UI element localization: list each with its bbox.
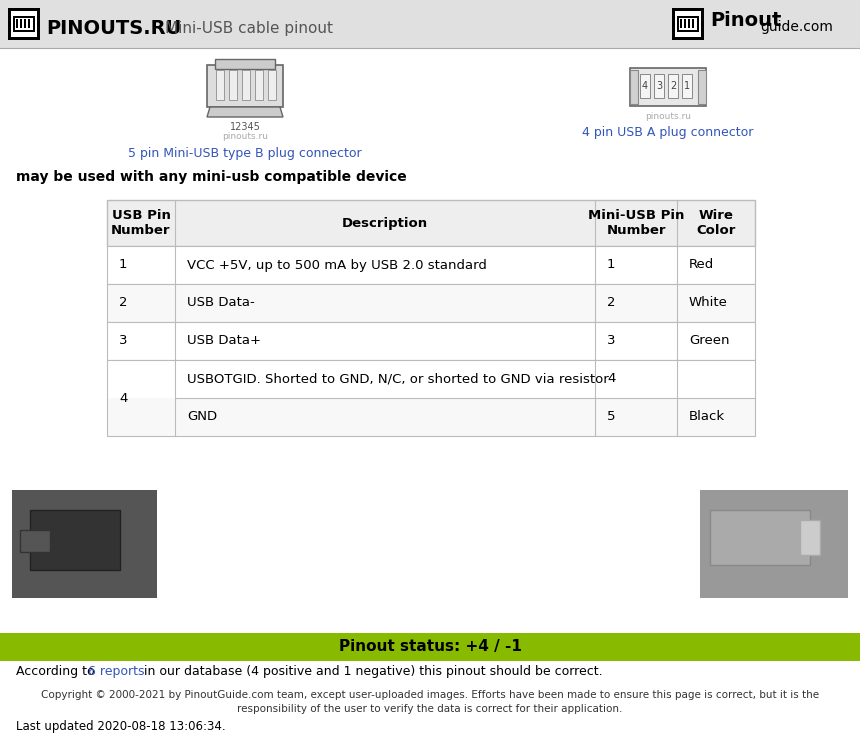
Bar <box>242 70 250 100</box>
Bar <box>630 70 638 104</box>
Text: USB Data-: USB Data- <box>187 297 255 310</box>
Bar <box>680 19 682 28</box>
Text: Mini-USB cable pinout: Mini-USB cable pinout <box>165 21 333 36</box>
Text: Green: Green <box>689 335 729 347</box>
Bar <box>24 19 26 28</box>
Bar <box>12 490 157 598</box>
Bar <box>15 18 33 30</box>
Text: Black: Black <box>689 411 725 423</box>
Bar <box>692 19 694 28</box>
Text: guide.com: guide.com <box>760 20 832 34</box>
Text: 2: 2 <box>670 81 676 91</box>
Text: pinouts.ru: pinouts.ru <box>645 112 691 121</box>
Text: 3: 3 <box>607 335 616 347</box>
Bar <box>107 322 755 360</box>
Bar <box>8 8 40 40</box>
Bar <box>107 200 755 246</box>
Text: 12345: 12345 <box>230 122 261 132</box>
Bar <box>216 70 224 100</box>
Polygon shape <box>207 107 283 117</box>
Text: responsibility of the user to verify the data is correct for their application.: responsibility of the user to verify the… <box>237 704 623 714</box>
Text: Pinout: Pinout <box>710 10 782 30</box>
Text: Red: Red <box>689 258 715 272</box>
Text: USBOTGID. Shorted to GND, N/C, or shorted to GND via resistor: USBOTGID. Shorted to GND, N/C, or shorte… <box>187 373 609 385</box>
Bar <box>13 16 35 32</box>
Text: Copyright © 2000-2021 by PinoutGuide.com team, except user-uploaded images. Effo: Copyright © 2000-2021 by PinoutGuide.com… <box>41 690 819 700</box>
Text: 1: 1 <box>607 258 616 272</box>
Text: in our database (4 positive and 1 negative) this pinout should be correct.: in our database (4 positive and 1 negati… <box>140 665 603 678</box>
Bar <box>107 360 755 436</box>
Bar <box>668 74 678 98</box>
Bar <box>675 11 701 37</box>
Bar <box>12 490 157 598</box>
Bar <box>215 59 275 69</box>
Bar <box>672 8 704 40</box>
Bar <box>800 520 820 555</box>
Text: 3: 3 <box>656 81 662 91</box>
Bar <box>255 70 263 100</box>
Text: Pinout status: +4 / -1: Pinout status: +4 / -1 <box>339 640 521 655</box>
Text: Wire
Color: Wire Color <box>697 209 735 237</box>
Bar <box>28 19 30 28</box>
Text: According to: According to <box>16 665 99 678</box>
Bar <box>682 74 692 98</box>
Bar <box>0 633 860 661</box>
Bar <box>11 11 37 37</box>
Bar <box>700 490 848 598</box>
Text: 4: 4 <box>642 81 648 91</box>
Text: Description: Description <box>342 217 428 229</box>
Text: Last updated 2020-08-18 13:06:34.: Last updated 2020-08-18 13:06:34. <box>16 720 225 733</box>
Bar <box>207 65 283 107</box>
Bar <box>677 16 699 32</box>
Text: PINOUTS.RU: PINOUTS.RU <box>46 19 181 37</box>
Text: may be used with any mini-usb compatible device: may be used with any mini-usb compatible… <box>16 170 407 184</box>
Bar <box>698 70 706 104</box>
Bar <box>107 398 755 436</box>
Text: 2: 2 <box>607 297 616 310</box>
Bar <box>20 19 22 28</box>
Bar <box>0 0 860 48</box>
Bar <box>107 284 755 322</box>
Bar <box>654 74 664 98</box>
Bar <box>107 246 755 284</box>
Bar <box>679 18 697 30</box>
Bar <box>640 74 650 98</box>
Text: USB Data+: USB Data+ <box>187 335 261 347</box>
Text: Mini-USB Pin
Number: Mini-USB Pin Number <box>588 209 685 237</box>
Text: 2: 2 <box>119 297 127 310</box>
Text: 1: 1 <box>119 258 127 272</box>
Bar <box>700 490 848 598</box>
Bar <box>710 510 810 565</box>
Bar <box>16 19 18 28</box>
Bar <box>684 19 686 28</box>
Bar <box>688 19 690 28</box>
Text: 6 reports: 6 reports <box>88 665 144 678</box>
Text: USB Pin
Number: USB Pin Number <box>111 209 171 237</box>
Text: 5 pin Mini-USB type B plug connector: 5 pin Mini-USB type B plug connector <box>128 147 362 160</box>
Text: 3: 3 <box>119 335 127 347</box>
Bar <box>20 530 50 552</box>
Text: White: White <box>689 297 728 310</box>
Text: pinouts.ru: pinouts.ru <box>222 132 268 141</box>
Bar <box>30 510 120 570</box>
Text: 5: 5 <box>607 411 616 423</box>
Bar <box>268 70 276 100</box>
Bar <box>630 68 706 106</box>
Text: 4 pin USB A plug connector: 4 pin USB A plug connector <box>582 126 753 139</box>
Text: 4: 4 <box>119 391 127 405</box>
Bar <box>107 360 755 398</box>
Text: 1: 1 <box>684 81 690 91</box>
Bar <box>229 70 237 100</box>
Text: VCC +5V, up to 500 mA by USB 2.0 standard: VCC +5V, up to 500 mA by USB 2.0 standar… <box>187 258 487 272</box>
Text: 4: 4 <box>607 373 616 385</box>
Text: GND: GND <box>187 411 217 423</box>
